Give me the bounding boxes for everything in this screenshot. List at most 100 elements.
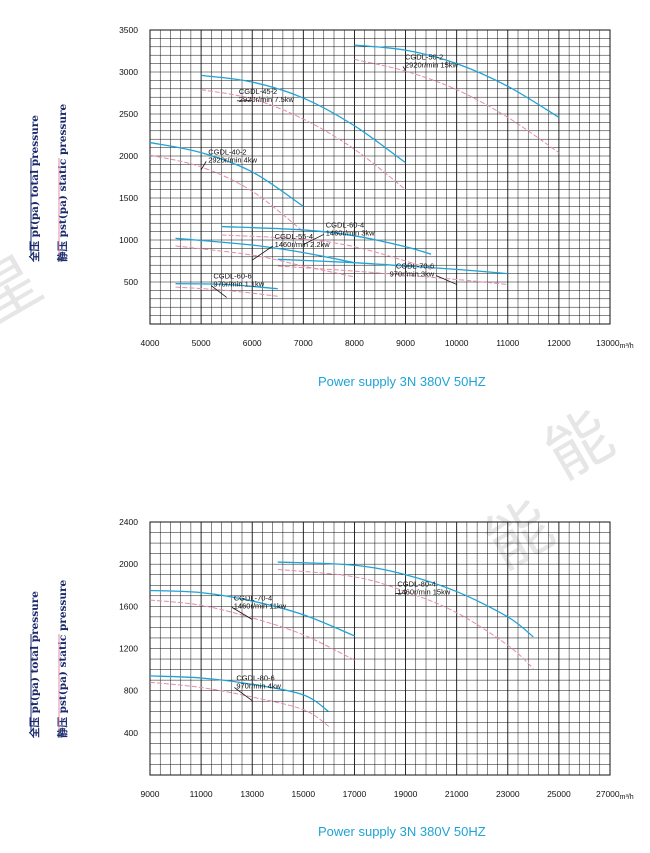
plot-frame <box>149 521 611 776</box>
total-pressure-curve-cgdl-60-6 <box>175 283 278 290</box>
curve-speed-label: 2920r/min 4kw <box>208 155 257 164</box>
curve-model-label: CGDL-70-6 <box>396 262 434 271</box>
chart-2-curves <box>149 561 534 727</box>
chart-1-power-supply: Power supply 3N 380V 50HZ <box>318 374 486 389</box>
y-tick-label: 2000 <box>119 559 138 569</box>
curve-model-label: CGDL-40-2 <box>208 147 246 156</box>
curve-speed-label: 1460r/min 3kw <box>326 228 375 237</box>
curve-model-label: CGDL-80-4 <box>397 580 435 589</box>
svg-text:星: 星 <box>0 243 55 339</box>
leader-line <box>251 245 273 261</box>
curve-model-label: CGDL-60-6 <box>213 272 251 281</box>
static-pressure-curve-cgdl-60-4 <box>221 234 432 270</box>
chart-2: 400 800 1200 1600 2000 2400 9000 11000 13000 150… <box>28 517 634 839</box>
curve-model-label: CGDL-80-6 <box>236 673 274 682</box>
chart-1-y-ticks: 500 1000 1500 2000 2500 3000 3500 <box>119 25 138 287</box>
y-tick-label: 800 <box>124 686 138 696</box>
static-pressure-curve-cgdl-55-4 <box>175 245 355 278</box>
total-pressure-curve-cgdl-80-4 <box>277 561 534 638</box>
y-tick-label: 1200 <box>119 644 138 654</box>
y-tick-label: 3000 <box>119 67 138 77</box>
curve-speed-label: 1460r/min 11kw <box>234 601 287 610</box>
leader-line <box>436 275 457 285</box>
leader-line <box>211 285 227 298</box>
y-tick-label: 2400 <box>119 517 138 527</box>
total-pressure-curve-cgdl-40-2 <box>149 141 304 207</box>
chart-1-total-pressure-label: 全压 pt(pa) total pressure <box>28 115 41 263</box>
y-tick-label: 1500 <box>119 193 138 203</box>
static-pressure-curve-cgdl-80-4 <box>277 568 534 669</box>
x-tick-label: 9000 <box>396 338 415 348</box>
chart-2-y-ticks: 400 800 1200 1600 2000 2400 <box>119 517 138 738</box>
y-tick-label: 1600 <box>119 601 138 611</box>
x-tick-label: 19000 <box>394 789 418 799</box>
curve-speed-label: 1460r/min 2.2kw <box>275 240 331 249</box>
leader-line <box>231 606 253 620</box>
x-tick-label: 27000m³/h <box>596 789 634 801</box>
total-pressure-curve-cgdl-50-2 <box>354 44 560 118</box>
total-pressure-curve-cgdl-60-4 <box>221 225 432 255</box>
x-tick-label: 17000 <box>343 789 367 799</box>
x-tick-label: 7000 <box>294 338 313 348</box>
curve-model-label: CGDL-60-4 <box>326 220 364 229</box>
x-tick-label: 13000 <box>240 789 264 799</box>
curve-speed-label: 2920r/min 15kw <box>405 60 459 69</box>
total-pressure-curve-cgdl-55-4 <box>175 237 355 264</box>
leader-line <box>200 161 207 170</box>
leader-line <box>402 66 406 71</box>
static-pressure-curve-cgdl-45-2 <box>201 89 406 190</box>
y-tick-label: 2000 <box>119 151 138 161</box>
x-tick-label: 23000 <box>496 789 520 799</box>
curve-model-label: CGDL-50-2 <box>405 52 443 61</box>
y-tick-label: 2500 <box>119 109 138 119</box>
static-pressure-curve-cgdl-40-2 <box>149 154 304 232</box>
y-tick-label: 1000 <box>119 235 138 245</box>
x-tick-label: 9000 <box>141 789 160 799</box>
x-tick-label: 13000m³/h <box>596 338 634 350</box>
x-tick-label: 21000 <box>445 789 469 799</box>
x-tick-label: 25000 <box>547 789 571 799</box>
chart-1-grid <box>149 29 611 325</box>
leader-line <box>234 687 253 701</box>
x-tick-label: 11000 <box>190 789 213 799</box>
curve-model-label: CGDL-70-4 <box>234 593 272 602</box>
static-pressure-curve-cgdl-60-6 <box>175 286 278 297</box>
chart-2-static-pressure-label: 静压 pst(pa) static pressure <box>56 580 69 738</box>
curve-speed-label: 970r/min 1.1kw <box>213 280 264 289</box>
curve-speed-label: 1460r/min 15kw <box>397 588 451 597</box>
x-tick-label: 4000 <box>141 338 160 348</box>
chart-2-grid <box>149 521 611 776</box>
x-tick-label: 5000 <box>192 338 211 348</box>
curve-speed-label: 2920r/min 7.5kw <box>239 95 295 104</box>
plot-frame <box>149 29 611 325</box>
chart-2-power-supply: Power supply 3N 380V 50HZ <box>318 824 486 839</box>
y-tick-label: 500 <box>124 277 138 287</box>
total-pressure-curve-cgdl-80-6 <box>149 675 330 713</box>
x-tick-label: 12000 <box>547 338 571 348</box>
total-pressure-curve-cgdl-45-2 <box>201 74 406 164</box>
x-tick-label: 6000 <box>243 338 262 348</box>
curve-speed-label: 970r/min 3kw <box>390 270 435 279</box>
x-tick-label: 15000 <box>292 789 316 799</box>
curve-model-label: CGDL-55-4 <box>275 232 313 241</box>
x-tick-label: 8000 <box>345 338 364 348</box>
chart-2-x-ticks: 9000 11000 13000 15000 17000 19000 21000 23000 2… <box>141 789 634 801</box>
chart-1-static-pressure-label: 静压 pst(pa) static pressure <box>56 104 69 262</box>
y-tick-label: 400 <box>124 728 138 738</box>
curve-speed-label: 970r/min 4kw <box>236 681 281 690</box>
static-pressure-curve-cgdl-50-2 <box>354 58 560 154</box>
leader-line <box>303 234 324 245</box>
chart-2-total-pressure-label: 全压 pt(pa) total pressure <box>28 591 41 739</box>
y-tick-label: 3500 <box>119 25 138 35</box>
total-pressure-curve-cgdl-70-4 <box>149 589 355 637</box>
static-pressure-curve-cgdl-70-4 <box>149 599 355 661</box>
total-pressure-curve-cgdl-70-6 <box>277 258 508 275</box>
chart-1-x-ticks: 4000 5000 6000 7000 8000 9000 10000 11000 12000 1… <box>141 338 634 350</box>
static-pressure-curve-cgdl-70-6 <box>277 265 508 286</box>
chart-1: 500 1000 1500 2000 2500 3000 3500 4000 5000 6000… <box>28 25 634 389</box>
chart-1-curves <box>149 44 560 297</box>
x-tick-label: 11000 <box>496 338 519 348</box>
